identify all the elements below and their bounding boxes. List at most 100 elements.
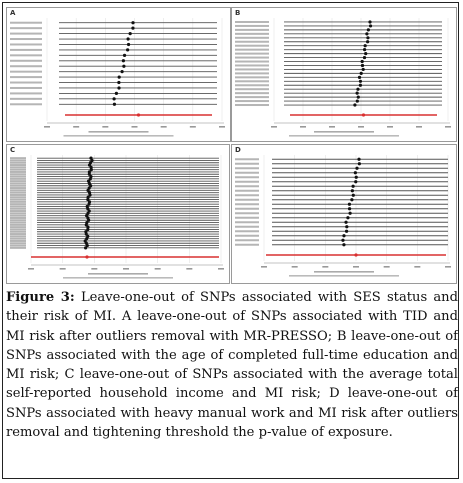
point-estimate	[86, 207, 90, 211]
tick-label	[91, 268, 98, 270]
tick-label	[291, 266, 298, 268]
axis-title	[314, 131, 374, 133]
row-label	[235, 239, 259, 242]
point-estimate	[344, 229, 349, 233]
point-estimate	[117, 86, 121, 90]
point-estimate	[353, 171, 357, 175]
axis-subtitle	[63, 277, 173, 279]
point-estimate	[86, 188, 90, 192]
point-estimate	[365, 32, 369, 36]
row-label	[235, 198, 259, 201]
point-estimate	[342, 243, 346, 247]
row-label	[235, 88, 269, 91]
row-label	[235, 36, 269, 39]
row-label	[10, 214, 26, 217]
row-label	[10, 92, 42, 95]
row-label	[10, 196, 26, 199]
point-estimate	[342, 234, 346, 238]
panel-c: C	[6, 144, 230, 284]
point-estimate	[112, 97, 116, 101]
point-estimate	[87, 218, 91, 222]
overall-point	[354, 253, 358, 257]
axis-subtitle	[63, 135, 174, 137]
forest-plot	[235, 155, 451, 277]
row-label	[10, 187, 26, 190]
row-label	[10, 189, 26, 192]
row-label	[235, 48, 269, 51]
row-label	[10, 48, 42, 51]
tick-label	[383, 266, 390, 268]
panel-b: B	[231, 7, 457, 142]
row-label	[10, 207, 26, 210]
point-estimate	[357, 75, 362, 79]
figure-caption: Figure 3: Leave-one-out of SNPs associat…	[6, 288, 458, 442]
point-estimate	[359, 71, 363, 75]
point-estimate	[89, 184, 93, 188]
tick-label	[353, 266, 359, 268]
row-label	[10, 27, 42, 30]
figure-label: Figure 3:	[6, 290, 75, 305]
row-label	[10, 210, 26, 213]
tick-label	[59, 268, 66, 270]
row-label	[235, 212, 259, 215]
row-label	[10, 166, 26, 169]
row-label	[10, 239, 26, 242]
point-estimate	[366, 40, 370, 44]
point-estimate	[353, 103, 357, 107]
row-label	[10, 216, 26, 219]
tick-label	[131, 126, 138, 128]
row-label	[235, 180, 259, 183]
row-label	[10, 228, 26, 231]
row-label	[10, 242, 26, 245]
row-label	[10, 191, 26, 194]
point-estimate	[112, 102, 117, 106]
point-estimate	[355, 91, 359, 95]
row-label	[235, 84, 269, 87]
panel-c-label: C	[10, 146, 16, 154]
point-estimate	[355, 166, 359, 170]
point-estimate	[122, 53, 127, 57]
row-label	[235, 194, 259, 197]
tick-label	[445, 126, 451, 128]
forest-plot	[10, 18, 225, 137]
row-label	[10, 157, 26, 160]
row-label	[235, 72, 269, 75]
row-label	[10, 180, 26, 183]
point-estimate	[366, 28, 370, 32]
point-estimate	[88, 193, 92, 197]
row-label	[235, 76, 269, 79]
point-estimate	[346, 216, 350, 220]
row-label	[10, 223, 26, 226]
row-label	[10, 235, 26, 238]
point-estimate	[362, 48, 367, 52]
point-estimate	[347, 207, 352, 211]
row-label	[10, 54, 42, 57]
row-label	[10, 170, 26, 173]
tick-label	[44, 126, 50, 128]
axis-title	[88, 131, 149, 133]
row-label	[235, 64, 269, 67]
point-estimate	[120, 70, 124, 74]
row-label	[235, 207, 259, 210]
row-label	[10, 168, 26, 171]
row-label	[10, 230, 26, 233]
point-estimate	[84, 232, 88, 236]
row-label	[235, 185, 259, 188]
row-label	[235, 167, 259, 170]
caption-text: Leave-one-out of SNPs associated with SE…	[6, 290, 459, 441]
row-label	[10, 244, 26, 247]
tick-label	[73, 126, 80, 128]
row-label	[235, 92, 269, 95]
overall-point	[361, 113, 366, 117]
row-label	[235, 100, 269, 103]
row-label	[235, 221, 259, 224]
row-label	[10, 226, 26, 229]
point-estimate	[360, 63, 365, 68]
row-label	[10, 219, 26, 222]
row-label	[235, 44, 269, 47]
point-estimate	[131, 26, 135, 30]
row-label	[10, 246, 26, 249]
row-label	[235, 225, 259, 228]
point-estimate	[86, 197, 90, 202]
point-estimate	[89, 168, 93, 172]
